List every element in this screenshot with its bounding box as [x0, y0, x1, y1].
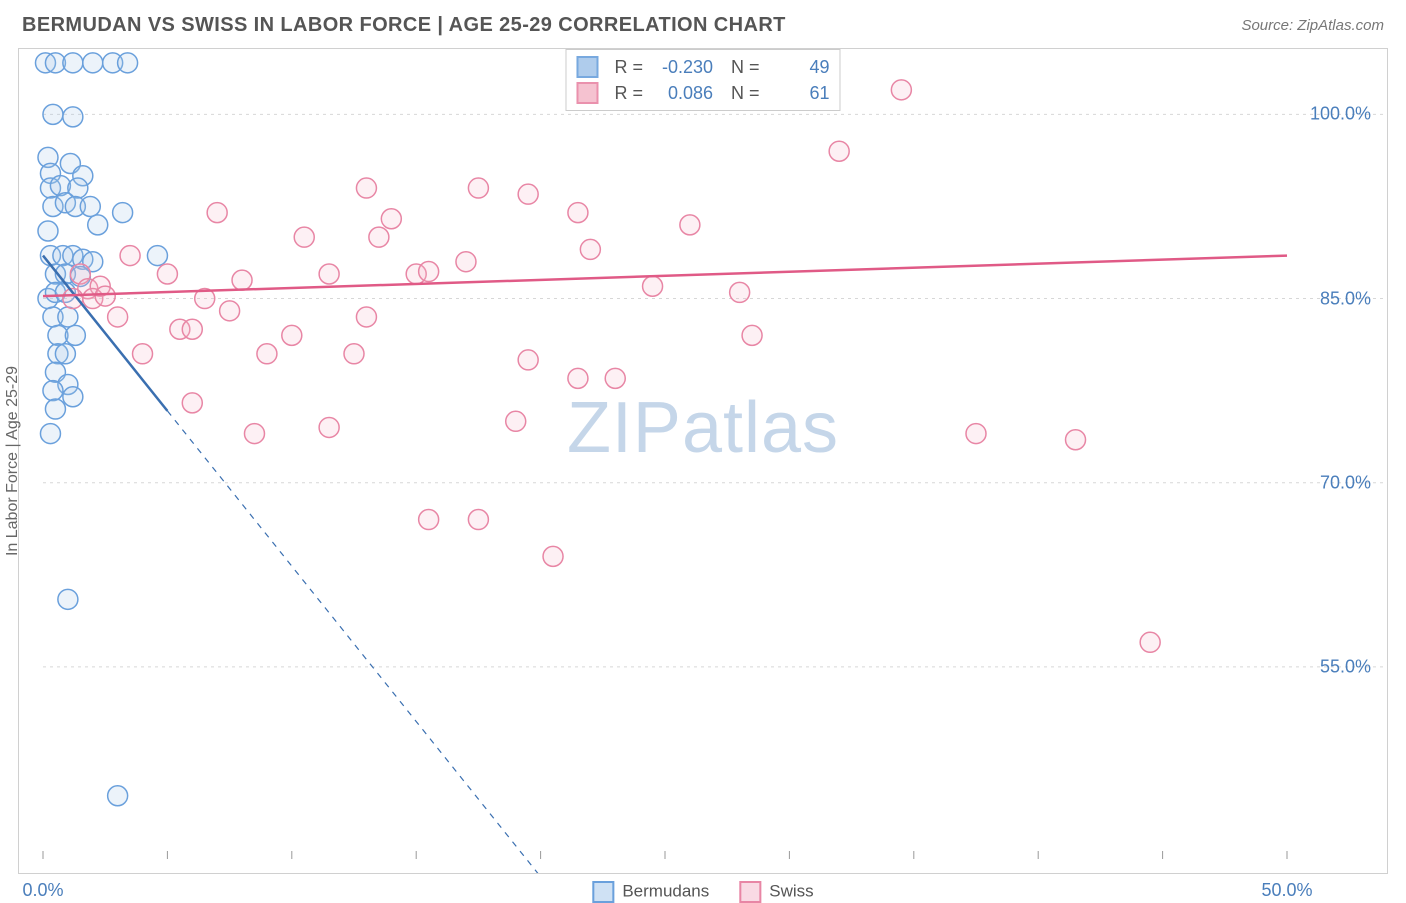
legend-label: Swiss	[769, 881, 813, 900]
data-point	[63, 107, 83, 127]
data-point	[120, 246, 140, 266]
data-point	[891, 80, 911, 100]
legend-swatch	[576, 56, 598, 78]
data-point	[282, 325, 302, 345]
data-point	[40, 424, 60, 444]
data-point	[83, 53, 103, 73]
data-point	[113, 203, 133, 223]
data-point	[95, 286, 115, 306]
y-tick-label: 100.0%	[1310, 104, 1371, 125]
data-point	[257, 344, 277, 364]
data-point	[63, 53, 83, 73]
data-point	[518, 350, 538, 370]
data-point	[643, 276, 663, 296]
data-point	[63, 387, 83, 407]
data-point	[220, 301, 240, 321]
series-legend-item: Swiss	[739, 881, 813, 903]
data-point	[506, 411, 526, 431]
data-point	[680, 215, 700, 235]
data-point	[43, 104, 63, 124]
data-point	[65, 325, 85, 345]
data-point	[232, 270, 252, 290]
data-point	[182, 319, 202, 339]
legend-swatch	[739, 881, 761, 903]
data-point	[108, 786, 128, 806]
legend-swatch	[576, 82, 598, 104]
data-point	[468, 178, 488, 198]
chart-header: BERMUDAN VS SWISS IN LABOR FORCE | AGE 2…	[0, 0, 1406, 45]
legend-r-value: -0.230	[651, 57, 713, 78]
data-point	[43, 381, 63, 401]
legend-row: R = -0.230 N = 49	[576, 54, 829, 80]
regression-line	[43, 256, 1287, 297]
data-point	[182, 393, 202, 413]
data-point	[58, 307, 78, 327]
y-tick-label: 85.0%	[1320, 288, 1371, 309]
data-point	[568, 368, 588, 388]
data-point	[207, 203, 227, 223]
data-point	[518, 184, 538, 204]
data-point	[38, 221, 58, 241]
chart-title: BERMUDAN VS SWISS IN LABOR FORCE | AGE 2…	[22, 14, 786, 37]
data-point	[1140, 632, 1160, 652]
data-point	[543, 546, 563, 566]
data-point	[456, 252, 476, 272]
scatter-plot-svg	[19, 49, 1387, 873]
data-point	[118, 53, 138, 73]
legend-n-label: N =	[731, 57, 760, 78]
data-point	[108, 307, 128, 327]
data-point	[568, 203, 588, 223]
data-point	[80, 196, 100, 216]
data-point	[244, 424, 264, 444]
data-point	[966, 424, 986, 444]
x-tick-label: 0.0%	[22, 880, 63, 901]
data-point	[468, 510, 488, 530]
data-point	[294, 227, 314, 247]
correlation-legend: R = -0.230 N = 49 R = 0.086 N = 61	[565, 49, 840, 111]
data-point	[319, 417, 339, 437]
data-point	[133, 344, 153, 364]
y-tick-label: 55.0%	[1320, 656, 1371, 677]
data-point	[45, 399, 65, 419]
data-point	[157, 264, 177, 284]
data-point	[419, 510, 439, 530]
data-point	[580, 239, 600, 259]
legend-n-value: 49	[768, 57, 830, 78]
data-point	[55, 344, 75, 364]
legend-r-label: R =	[614, 83, 643, 104]
legend-label: Bermudans	[622, 881, 709, 900]
data-point	[381, 209, 401, 229]
data-point	[344, 344, 364, 364]
x-tick-label: 50.0%	[1261, 880, 1312, 901]
data-point	[356, 307, 376, 327]
data-point	[730, 282, 750, 302]
chart-source: Source: ZipAtlas.com	[1241, 17, 1384, 34]
data-point	[88, 215, 108, 235]
chart-area: In Labor Force | Age 25-29 ZIPatlas R =-…	[18, 48, 1388, 874]
data-point	[369, 227, 389, 247]
legend-n-label: N =	[731, 83, 760, 104]
data-point	[58, 589, 78, 609]
data-point	[147, 246, 167, 266]
regression-line-extrapolated	[167, 411, 1287, 873]
legend-n-value: 61	[768, 83, 830, 104]
legend-r-value: 0.086	[651, 83, 713, 104]
series-legend-item: Bermudans	[592, 881, 709, 903]
data-point	[742, 325, 762, 345]
data-point	[1066, 430, 1086, 450]
legend-r-label: R =	[614, 57, 643, 78]
legend-swatch	[592, 881, 614, 903]
data-point	[356, 178, 376, 198]
data-point	[605, 368, 625, 388]
data-point	[419, 262, 439, 282]
data-point	[319, 264, 339, 284]
legend-row: R = 0.086 N = 61	[576, 80, 829, 106]
y-tick-label: 70.0%	[1320, 472, 1371, 493]
data-point	[829, 141, 849, 161]
series-legend: Bermudans Swiss	[592, 881, 813, 903]
